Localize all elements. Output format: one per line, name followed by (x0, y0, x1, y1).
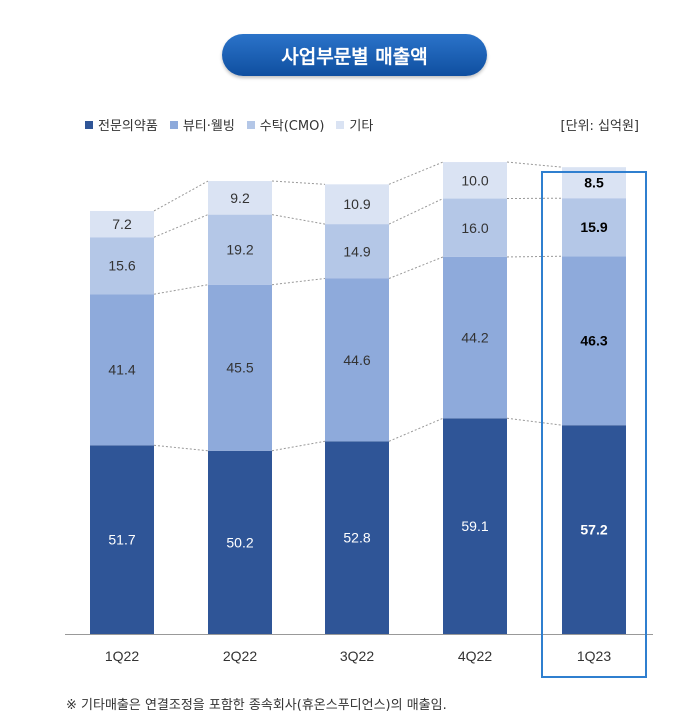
data-label: 52.8 (343, 530, 370, 546)
connector-line (154, 285, 208, 294)
data-label: 44.6 (343, 352, 370, 368)
data-label: 14.9 (343, 243, 370, 259)
connector-line (389, 257, 443, 279)
data-label: 45.5 (226, 360, 253, 376)
connector-line (389, 418, 443, 441)
data-label: 50.2 (226, 534, 253, 550)
x-tick-label: 1Q22 (105, 648, 139, 664)
x-tick-label: 2Q22 (223, 648, 257, 664)
data-label: 41.4 (108, 362, 135, 378)
connector-line (154, 181, 208, 211)
data-label: 44.2 (461, 330, 488, 346)
highlight-box-1q23 (541, 171, 647, 678)
connector-line (507, 162, 562, 167)
data-label: 10.0 (461, 172, 488, 188)
connector-line (272, 278, 325, 284)
data-label: 15.6 (108, 258, 135, 274)
connector-line (389, 162, 443, 184)
data-label: 59.1 (461, 518, 488, 534)
data-label: 19.2 (226, 242, 253, 258)
data-label: 7.2 (112, 216, 132, 232)
connector-line (272, 181, 325, 184)
connector-line (272, 441, 325, 450)
data-label: 9.2 (230, 190, 250, 206)
data-label: 10.9 (343, 196, 370, 212)
footnote: ※ 기타매출은 연결조정을 포함한 종속회사(휴온스푸디언스)의 매출임. (66, 694, 447, 713)
data-label: 51.7 (108, 532, 135, 548)
x-tick-label: 3Q22 (340, 648, 374, 664)
connector-line (154, 445, 208, 450)
x-tick-label: 4Q22 (458, 648, 492, 664)
connector-line (154, 215, 208, 238)
connector-line (272, 215, 325, 224)
data-label: 16.0 (461, 220, 488, 236)
connector-line (389, 199, 443, 225)
